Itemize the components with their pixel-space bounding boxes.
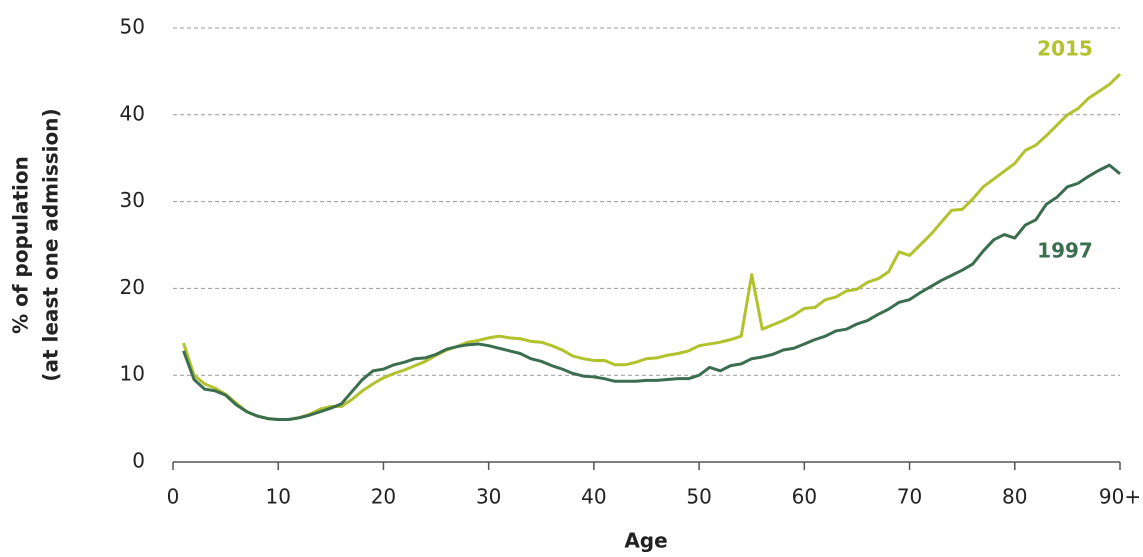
x-axis-label: Age	[624, 529, 667, 553]
x-tick-label: 20	[371, 485, 396, 509]
y-tick-label: 30	[120, 188, 145, 212]
x-tick-label: 30	[476, 485, 501, 509]
x-tick-label: 50	[686, 485, 711, 509]
x-tick-label: 10	[265, 485, 290, 509]
y-axis-label: % of population	[9, 156, 33, 334]
series-label: 2015	[1037, 37, 1093, 61]
y-tick-label: 50	[120, 15, 145, 39]
x-tick-label: 70	[897, 485, 922, 509]
y-tick-label: 40	[120, 101, 145, 125]
line	[182, 72, 1122, 421]
x-tick-label: 90+	[1099, 485, 1141, 509]
x-tick-label: 60	[792, 485, 817, 509]
x-tick-label: 40	[581, 485, 606, 509]
line	[182, 163, 1121, 421]
series-label: 1997	[1037, 238, 1093, 262]
y-axis-label: (at least one admission)	[39, 108, 63, 381]
y-tick-label: 10	[120, 362, 145, 386]
y-tick-label: 20	[120, 275, 145, 299]
y-tick-label: 0	[132, 449, 145, 473]
x-tick-label: 0	[167, 485, 180, 509]
x-tick-label: 80	[1002, 485, 1027, 509]
